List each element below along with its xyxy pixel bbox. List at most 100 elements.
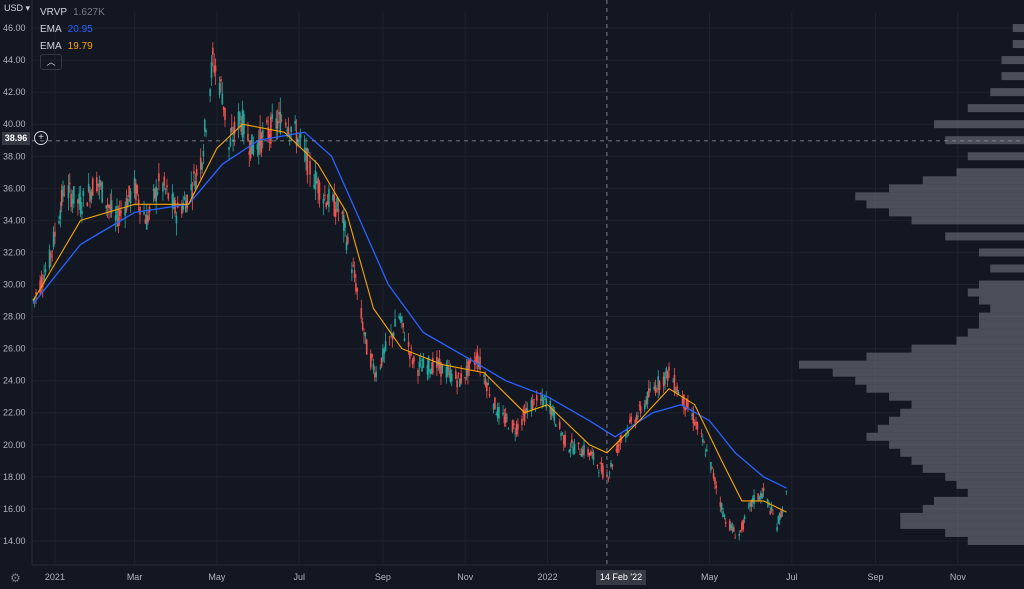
y-tick-label: 24.00: [3, 376, 26, 386]
y-tick-label: 20.00: [3, 440, 26, 450]
candle-body: [185, 200, 187, 213]
candle-body: [687, 401, 689, 410]
candle-body: [711, 466, 714, 468]
candle-body: [607, 478, 610, 480]
candle-body: [306, 148, 309, 175]
candle-body: [422, 358, 425, 368]
candle-body: [494, 397, 496, 409]
candle-body: [222, 106, 225, 110]
volume-profile-bar: [855, 376, 1024, 385]
legend-vrvp[interactable]: VRVP 1.627K: [40, 4, 105, 21]
volume-profile-bar: [956, 336, 1024, 345]
x-tick-label: Sep: [868, 572, 884, 582]
candle-body: [747, 506, 750, 508]
volume-profile-bar: [1001, 56, 1024, 65]
candle-body: [144, 219, 147, 224]
candle-body: [448, 368, 450, 370]
volume-profile-bar: [889, 440, 1024, 449]
candle-body: [540, 399, 542, 401]
candle-body: [419, 360, 422, 361]
settings-gear-icon[interactable]: ⚙: [10, 571, 21, 585]
candle-body: [299, 133, 302, 138]
candle-body: [616, 443, 619, 453]
candle-body: [54, 231, 56, 237]
volume-profile-bar: [967, 328, 1024, 337]
add-alert-icon[interactable]: +: [34, 131, 48, 145]
volume-profile-bar: [967, 152, 1024, 161]
candle-body: [176, 202, 179, 208]
candle-body: [643, 404, 646, 410]
candle-body: [295, 132, 298, 146]
x-tick-label: 2021: [45, 572, 65, 582]
legend-vrvp-name: VRVP: [40, 7, 68, 18]
candle-body: [106, 204, 109, 207]
candle-body: [731, 526, 734, 531]
candle-body: [309, 161, 311, 175]
volume-profile-bar: [889, 416, 1024, 425]
currency-dropdown[interactable]: USD ▾: [4, 3, 31, 13]
candle-body: [766, 499, 769, 503]
y-tick-label: 40.00: [3, 119, 26, 129]
legend-ema-slow[interactable]: EMA 20.95: [40, 21, 105, 38]
candle-body: [476, 352, 479, 364]
candle-body: [303, 147, 306, 153]
candle-body: [734, 537, 736, 539]
candle-body: [430, 368, 433, 375]
candle-body: [523, 410, 526, 423]
candle-body: [761, 493, 763, 499]
candle-body: [133, 177, 136, 194]
candle-body: [573, 443, 576, 454]
candle-body: [162, 183, 164, 192]
candle-body: [172, 197, 175, 209]
candle-body: [186, 195, 189, 209]
volume-profile-bar: [990, 88, 1024, 97]
volume-profile-bar: [1012, 40, 1024, 49]
candle-body: [712, 472, 715, 479]
candle-body: [753, 494, 755, 504]
candle-body: [81, 211, 83, 215]
volume-profile-bar: [990, 264, 1024, 273]
candle-body: [676, 386, 678, 393]
candle-body: [733, 527, 735, 532]
volume-profile-bar: [979, 248, 1024, 257]
candle-body: [558, 421, 561, 429]
legend-vrvp-value: 1.627K: [73, 7, 105, 18]
candle-body: [526, 408, 529, 412]
volume-profile-bar: [922, 176, 1024, 185]
candle-body: [561, 432, 564, 434]
volume-profile-bar: [979, 312, 1024, 321]
volume-profile-bar: [979, 320, 1024, 329]
candle-body: [739, 530, 742, 532]
candle-body: [719, 501, 722, 507]
candle-body: [426, 364, 429, 375]
candle-body: [666, 371, 669, 381]
candle-body: [51, 250, 54, 252]
candle-body: [79, 196, 82, 214]
legend: VRVP 1.627K EMA 20.95 EMA 19.79: [40, 4, 105, 55]
candle-body: [459, 378, 461, 387]
candle-body: [290, 126, 292, 133]
candle-body: [656, 390, 658, 392]
candle-body: [610, 462, 612, 468]
candle-body: [384, 341, 387, 351]
candle-body: [336, 197, 338, 211]
candle-body: [506, 417, 508, 419]
candle-body: [742, 520, 745, 530]
candle-body: [608, 472, 611, 474]
candle-body: [147, 215, 149, 222]
volume-profile-bar: [855, 192, 1024, 201]
collapse-legend-button[interactable]: ︿: [40, 54, 62, 70]
candle-body: [326, 201, 329, 205]
candle-body: [63, 194, 66, 196]
legend-ema-fast[interactable]: EMA 19.79: [40, 38, 105, 55]
candle-body: [457, 372, 460, 375]
candle-body: [307, 152, 310, 153]
candle-body: [513, 423, 515, 426]
candle-body: [97, 183, 99, 186]
candle-body: [399, 317, 402, 322]
candle-body: [626, 429, 628, 432]
candle-body: [237, 111, 240, 130]
candle-body: [738, 534, 741, 536]
